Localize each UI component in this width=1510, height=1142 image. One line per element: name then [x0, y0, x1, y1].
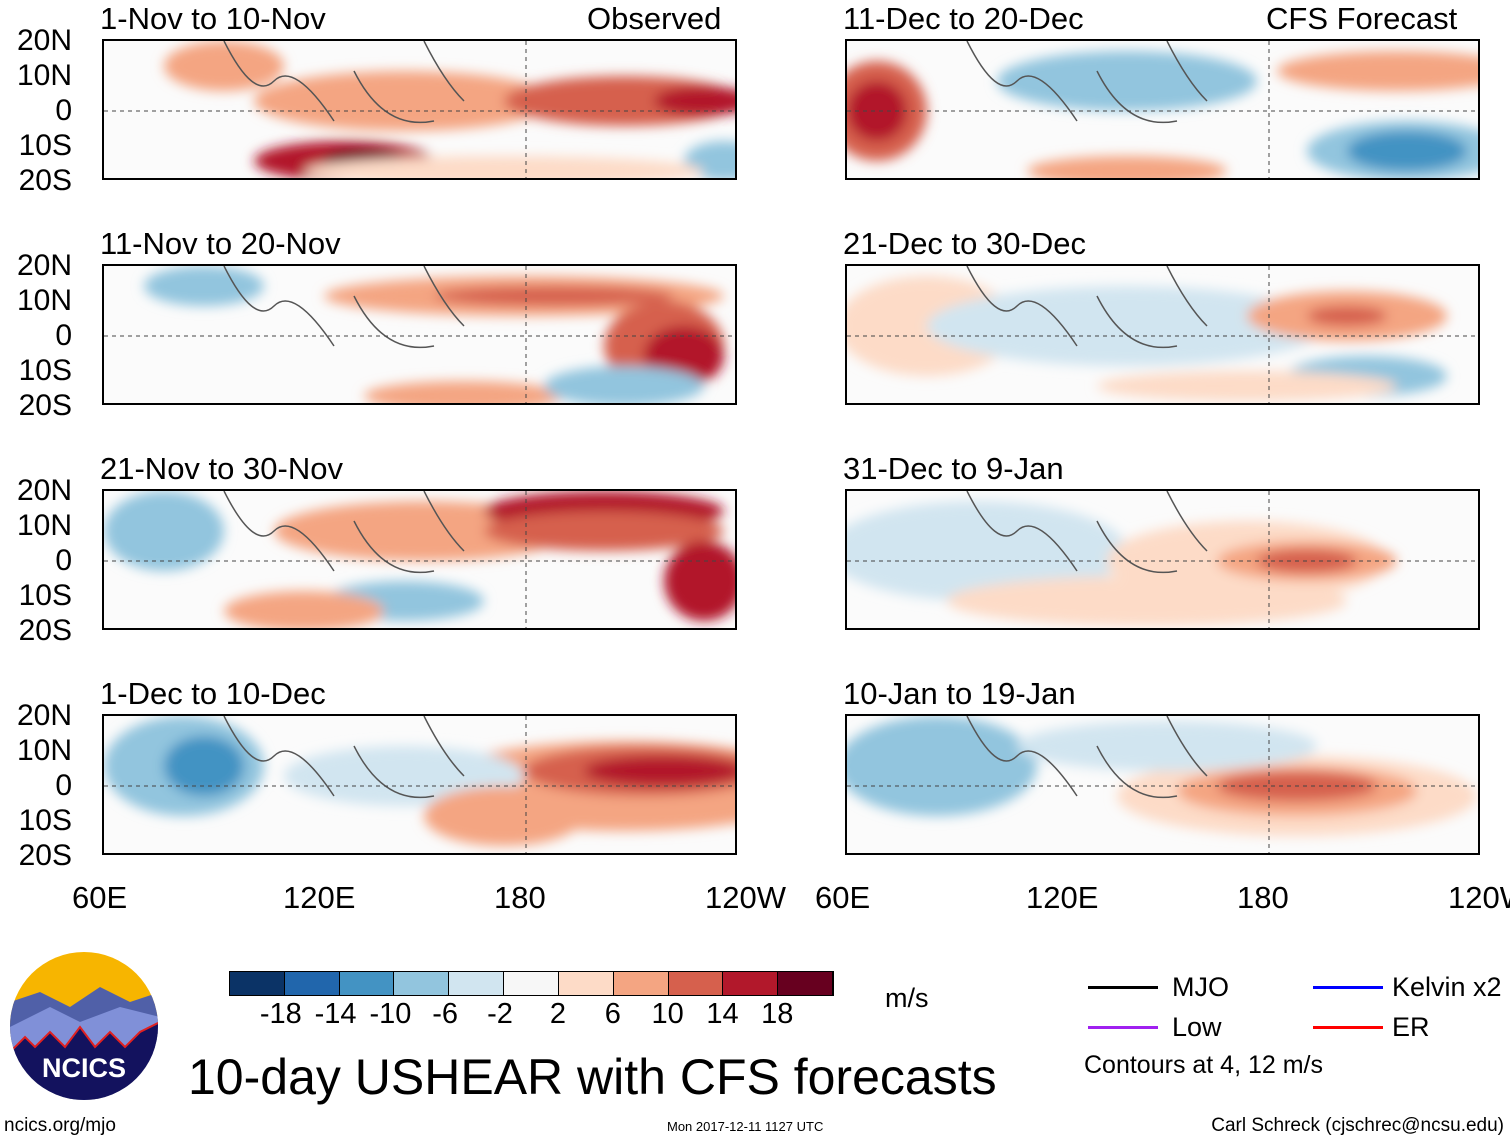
lat-label: 20N: [16, 249, 72, 282]
lon-label: 60E: [72, 880, 128, 915]
lat-label: 10S: [18, 129, 72, 162]
map-panel: [102, 714, 737, 855]
lat-label: 10N: [16, 284, 72, 317]
lat-label: 10N: [16, 509, 72, 542]
panel-title: 11-Dec to 20-Dec: [843, 1, 1084, 36]
colorbar-swatch: [394, 972, 450, 995]
footer-url[interactable]: ncics.org/mjo: [4, 1115, 116, 1136]
legend-er: ER: [1392, 1012, 1430, 1042]
lon-label: 120W: [1448, 880, 1510, 915]
lat-label: 10S: [18, 354, 72, 387]
panel-title: 1-Dec to 10-Dec: [100, 676, 326, 711]
ncics-logo: NCICS: [10, 952, 158, 1100]
map-panel: [845, 264, 1480, 405]
colorbar-label: -2: [487, 998, 513, 1030]
legend-low: Low: [1172, 1012, 1222, 1042]
lat-label: 20S: [18, 614, 72, 647]
colorbar-label: 14: [706, 998, 739, 1030]
observed-header: Observed: [587, 1, 722, 36]
colorbar-swatch: [449, 972, 505, 995]
lat-label: 20S: [18, 164, 72, 197]
colorbar-swatch: [284, 972, 340, 995]
colorbar-swatch: [723, 972, 779, 995]
lat-label: 10S: [18, 804, 72, 837]
colorbar-unit: m/s: [885, 983, 929, 1013]
colorbar-label: -14: [314, 998, 357, 1030]
colorbar-label: 6: [604, 998, 621, 1030]
map-panel: [102, 489, 737, 630]
lon-label: 120E: [1026, 880, 1099, 915]
colorbar-label: 10: [651, 998, 684, 1030]
lat-label: 20S: [18, 389, 72, 422]
footer-author: Carl Schreck (cjschrec@ncsu.edu): [1211, 1115, 1504, 1136]
colorbar: [229, 971, 834, 996]
lat-label: 10N: [16, 59, 72, 92]
forecast-header: CFS Forecast: [1266, 1, 1458, 36]
map-panel: [845, 39, 1480, 180]
panel-title: 11-Nov to 20-Nov: [100, 226, 341, 261]
figure-title: 10-day USHEAR with CFS forecasts: [188, 1049, 997, 1105]
lat-label: 20N: [16, 474, 72, 507]
lat-label: 10N: [16, 734, 72, 767]
colorbar-label: 18: [761, 998, 794, 1030]
map-panel: [845, 489, 1480, 630]
lat-label: 0: [55, 769, 72, 802]
colorbar-label: -6: [432, 998, 459, 1030]
lon-label: 60E: [815, 880, 871, 915]
colorbar-swatch: [339, 972, 395, 995]
panel-title: 10-Jan to 19-Jan: [843, 676, 1076, 711]
colorbar-label: -10: [369, 998, 412, 1030]
lon-label: 120W: [705, 880, 786, 915]
panel-title: 1-Nov to 10-Nov: [100, 1, 326, 36]
colorbar-label: 2: [549, 998, 567, 1030]
map-panel: [102, 264, 737, 405]
lat-label: 20N: [16, 24, 72, 57]
lat-label: 0: [55, 544, 72, 577]
colorbar-label: -18: [259, 998, 302, 1030]
legend-kelvin: Kelvin x2: [1392, 972, 1502, 1002]
panel-title: 21-Nov to 30-Nov: [100, 451, 343, 486]
colorbar-swatch: [778, 972, 833, 995]
lon-label: 180: [494, 880, 546, 915]
map-panel: [845, 714, 1480, 855]
colorbar-swatch: [668, 972, 724, 995]
lat-label: 20S: [18, 839, 72, 872]
map-panel: [102, 39, 737, 180]
lat-label: 0: [55, 94, 72, 127]
footer-timestamp: Mon 2017-12-11 1127 UTC: [667, 1119, 824, 1134]
colorbar-swatch: [613, 972, 669, 995]
panel-title: 21-Dec to 30-Dec: [843, 226, 1086, 261]
lat-label: 10S: [18, 579, 72, 612]
colorbar-swatch: [230, 972, 285, 995]
lon-label: 180: [1237, 880, 1289, 915]
lat-label: 0: [55, 319, 72, 352]
panel-title: 31-Dec to 9-Jan: [843, 451, 1064, 486]
lat-label: 20N: [16, 699, 72, 732]
colorbar-swatch: [504, 972, 559, 995]
colorbar-swatch: [558, 972, 614, 995]
legend-mjo: MJO: [1172, 972, 1229, 1002]
contour-note: Contours at 4, 12 m/s: [1084, 1051, 1324, 1079]
logo-text: NCICS: [42, 1053, 126, 1083]
lon-label: 120E: [283, 880, 356, 915]
